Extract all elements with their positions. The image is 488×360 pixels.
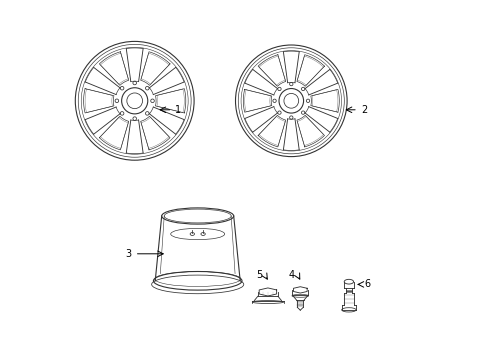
- Text: 2: 2: [360, 105, 366, 115]
- Text: 3: 3: [125, 249, 132, 259]
- Text: 1: 1: [175, 105, 181, 115]
- Text: 5: 5: [255, 270, 262, 280]
- Text: 4: 4: [288, 270, 294, 280]
- Text: 6: 6: [364, 279, 370, 289]
